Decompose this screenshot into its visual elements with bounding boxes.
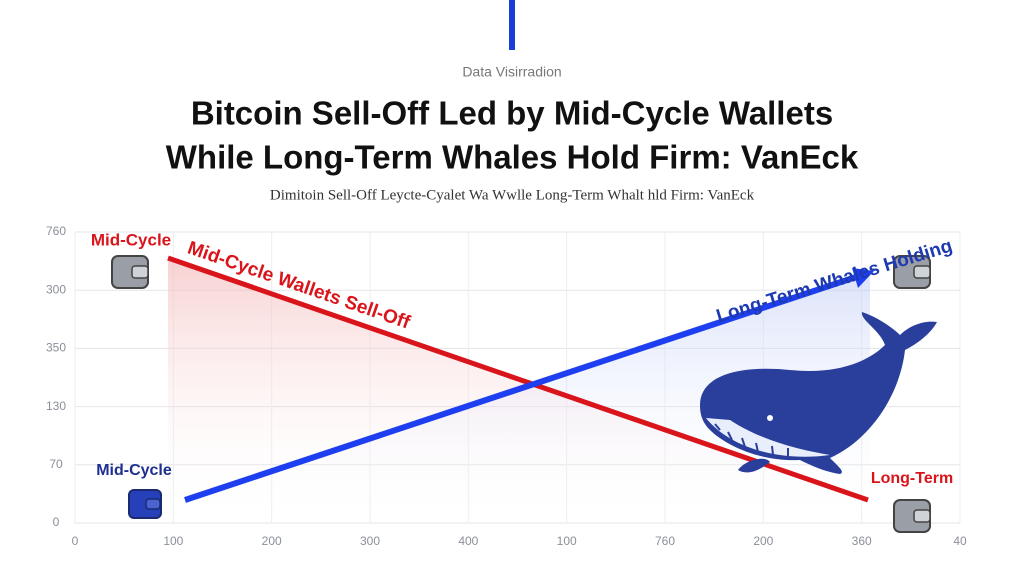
kicker: Data Visirradion bbox=[462, 64, 561, 80]
red-line bbox=[167, 255, 869, 503]
blue-area bbox=[185, 272, 870, 523]
y-tick-label: 130 bbox=[46, 399, 66, 413]
y-tick-label: 300 bbox=[46, 282, 66, 296]
blue-arrowhead bbox=[852, 268, 874, 288]
label: Long-Term bbox=[871, 470, 953, 487]
x-tick-label: 200 bbox=[262, 534, 282, 548]
y-tick-label: 760 bbox=[46, 224, 66, 238]
x-tick-label: 760 bbox=[655, 534, 675, 548]
x-tick-label: 200 bbox=[753, 534, 773, 548]
x-tick-label: 100 bbox=[557, 534, 577, 548]
y-tick-label: 70 bbox=[49, 457, 63, 471]
wallet-icon bbox=[111, 255, 149, 289]
wallet-icon bbox=[893, 499, 931, 533]
y-tick-label: 0 bbox=[53, 515, 60, 529]
wallet-icon bbox=[128, 489, 162, 519]
title-line: While Long-Term Whales Hold Firm: VanEck bbox=[166, 139, 859, 176]
whale-illustration bbox=[700, 312, 937, 474]
x-tick-label: 360 bbox=[852, 534, 872, 548]
x-tick-label: 400 bbox=[458, 534, 478, 548]
top-accent bbox=[509, 0, 515, 50]
y-tick-label: 350 bbox=[46, 341, 66, 355]
x-tick-label: 0 bbox=[72, 534, 79, 548]
x-tick-label: 40 bbox=[953, 534, 967, 548]
title-line: Bitcoin Sell-Off Led by Mid-Cycle Wallet… bbox=[191, 95, 833, 132]
tick-labels: 760 300 350 130 70 00 100 200 300 400 100 760 200 360… bbox=[46, 224, 967, 548]
label: Mid-Cycle bbox=[91, 230, 171, 249]
subtitle: Dimitoin Sell-Off Leycte-Cyalet Wa Wwlle… bbox=[270, 187, 755, 203]
wallet-icon bbox=[893, 255, 931, 289]
x-tick-label: 100 bbox=[163, 534, 183, 548]
blue-line bbox=[184, 274, 857, 503]
x-tick-label: 300 bbox=[360, 534, 380, 548]
label: Mid-Cycle bbox=[96, 462, 172, 479]
